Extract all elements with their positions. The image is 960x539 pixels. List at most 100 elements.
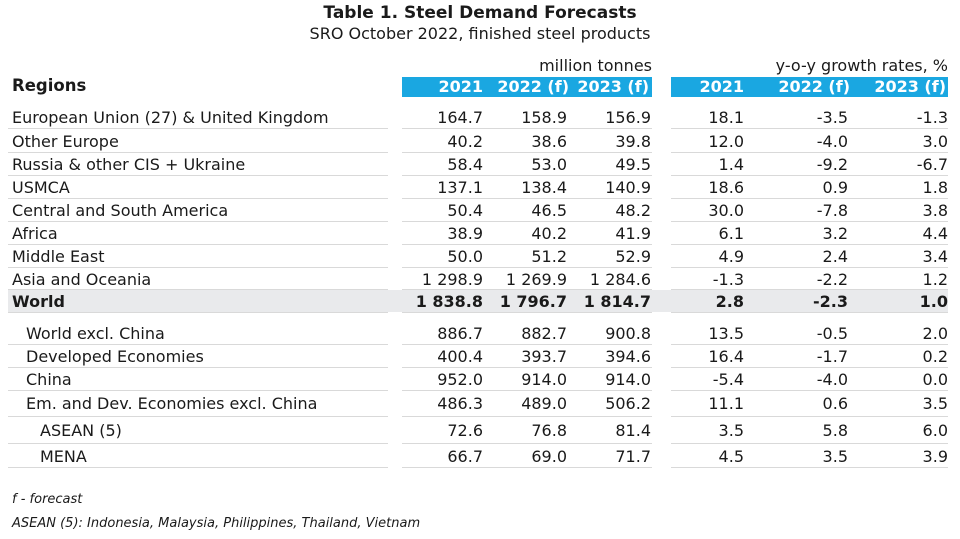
row-divider	[671, 128, 948, 129]
tonnes-cell: 156.9	[605, 108, 651, 127]
table-row: Middle East 50.0 51.2 52.9 4.9 2.4 3.4	[0, 245, 960, 268]
table-subtitle: SRO October 2022, finished steel product…	[309, 24, 651, 43]
tonnes-cell: 1 796.7	[499, 292, 567, 311]
row-divider	[402, 244, 652, 245]
row-divider	[671, 416, 948, 417]
growth-cell: 3.4	[922, 247, 948, 266]
row-divider	[8, 289, 388, 290]
row-divider	[402, 267, 652, 268]
tonnes-cell: 72.6	[447, 421, 483, 440]
tonnes-cell: 914.0	[605, 370, 651, 389]
region-label: Em. and Dev. Economies excl. China	[26, 394, 318, 413]
growth-cell: -9.2	[816, 155, 848, 174]
row-divider	[8, 344, 388, 345]
growth-cell: -2.3	[813, 292, 848, 311]
row-divider	[8, 267, 388, 268]
col-header-2022f: 2022 (f)	[497, 77, 569, 96]
row-divider	[671, 443, 948, 444]
growth-cell: -2.2	[816, 270, 848, 289]
region-label: MENA	[40, 447, 87, 466]
row-divider	[8, 443, 388, 444]
tonnes-cell: 40.2	[447, 132, 483, 151]
row-divider	[402, 344, 652, 345]
growth-cell: -7.8	[816, 201, 848, 220]
header-bar-growth: 2021 2022 (f) 2023 (f)	[671, 77, 948, 97]
region-label: World	[12, 292, 65, 311]
growth-cell: 13.5	[708, 324, 744, 343]
tonnes-cell: 400.4	[437, 347, 483, 366]
region-label: ASEAN (5)	[40, 421, 122, 440]
tonnes-cell: 486.3	[437, 394, 483, 413]
region-label: Africa	[12, 224, 58, 243]
tonnes-cell: 1 298.9	[421, 270, 483, 289]
row-divider	[671, 312, 948, 313]
growth-cell: 4.9	[718, 247, 744, 266]
row-divider	[402, 221, 652, 222]
table-row: Em. and Dev. Economies excl. China 486.3 4…	[0, 392, 960, 415]
row-divider	[402, 152, 652, 153]
growth-cell: 0.6	[822, 394, 848, 413]
tonnes-cell: 51.2	[531, 247, 567, 266]
table-row: Russia & other CIS + Ukraine 58.4 53.0 49.5…	[0, 153, 960, 176]
col-header-growth-2022f: 2022 (f)	[778, 77, 850, 96]
header-bar-tonnes: 2021 2022 (f) 2023 (f)	[402, 77, 652, 97]
growth-cell: 6.0	[922, 421, 948, 440]
growth-cell: 3.5	[718, 421, 744, 440]
growth-cell: 3.5	[822, 447, 848, 466]
growth-cell: -6.7	[916, 155, 948, 174]
tonnes-cell: 52.9	[615, 247, 651, 266]
region-label: USMCA	[12, 178, 70, 197]
growth-cell: 11.1	[708, 394, 744, 413]
growth-cell: 1.4	[718, 155, 744, 174]
row-divider	[8, 175, 388, 176]
tonnes-cell: 1 269.9	[505, 270, 567, 289]
tonnes-cell: 158.9	[521, 108, 567, 127]
growth-cell: 0.9	[822, 178, 848, 197]
table-row: China 952.0 914.0 914.0 -5.4 -4.0 0.0	[0, 368, 960, 391]
tonnes-cell: 394.6	[605, 347, 651, 366]
row-divider	[8, 312, 388, 313]
growth-cell: 5.8	[822, 421, 848, 440]
row-divider	[402, 128, 652, 129]
col-header-growth-2021: 2021	[699, 77, 744, 96]
growth-cell: 3.9	[922, 447, 948, 466]
tonnes-cell: 393.7	[521, 347, 567, 366]
region-label: World excl. China	[26, 324, 165, 343]
tonnes-cell: 50.4	[447, 201, 483, 220]
region-label: Developed Economies	[26, 347, 204, 366]
table-row: MENA 66.7 69.0 71.7 4.5 3.5 3.9	[0, 445, 960, 468]
table-row: USMCA 137.1 138.4 140.9 18.6 0.9 1.8	[0, 176, 960, 199]
growth-cell: 12.0	[708, 132, 744, 151]
growth-cell: -4.0	[816, 132, 848, 151]
growth-cell: 6.1	[718, 224, 744, 243]
tonnes-cell: 886.7	[437, 324, 483, 343]
tonnes-cell: 38.9	[447, 224, 483, 243]
region-label: European Union (27) & United Kingdom	[12, 108, 329, 127]
growth-cell: 1.2	[922, 270, 948, 289]
tonnes-cell: 882.7	[521, 324, 567, 343]
growth-cell: -4.0	[816, 370, 848, 389]
table-title: Table 1. Steel Demand Forecasts	[323, 3, 637, 23]
tonnes-cell: 39.8	[615, 132, 651, 151]
row-divider	[402, 289, 652, 290]
tonnes-cell: 506.2	[605, 394, 651, 413]
growth-cell: 16.4	[708, 347, 744, 366]
row-divider	[671, 198, 948, 199]
growth-cell: 0.0	[922, 370, 948, 389]
growth-cell: -3.5	[816, 108, 848, 127]
col-header-growth-2023f: 2023 (f)	[874, 77, 946, 96]
tonnes-cell: 69.0	[531, 447, 567, 466]
row-divider	[671, 267, 948, 268]
row-divider	[8, 367, 388, 368]
row-divider	[671, 244, 948, 245]
row-divider	[8, 198, 388, 199]
row-divider	[671, 152, 948, 153]
table-row: Developed Economies 400.4 393.7 394.6 16.4 -1…	[0, 345, 960, 368]
tonnes-cell: 58.4	[447, 155, 483, 174]
tonnes-cell: 53.0	[531, 155, 567, 174]
tonnes-cell: 46.5	[531, 201, 567, 220]
growth-cell: 2.4	[822, 247, 848, 266]
row-divider	[402, 390, 652, 391]
row-divider	[402, 467, 652, 468]
row-divider	[671, 221, 948, 222]
